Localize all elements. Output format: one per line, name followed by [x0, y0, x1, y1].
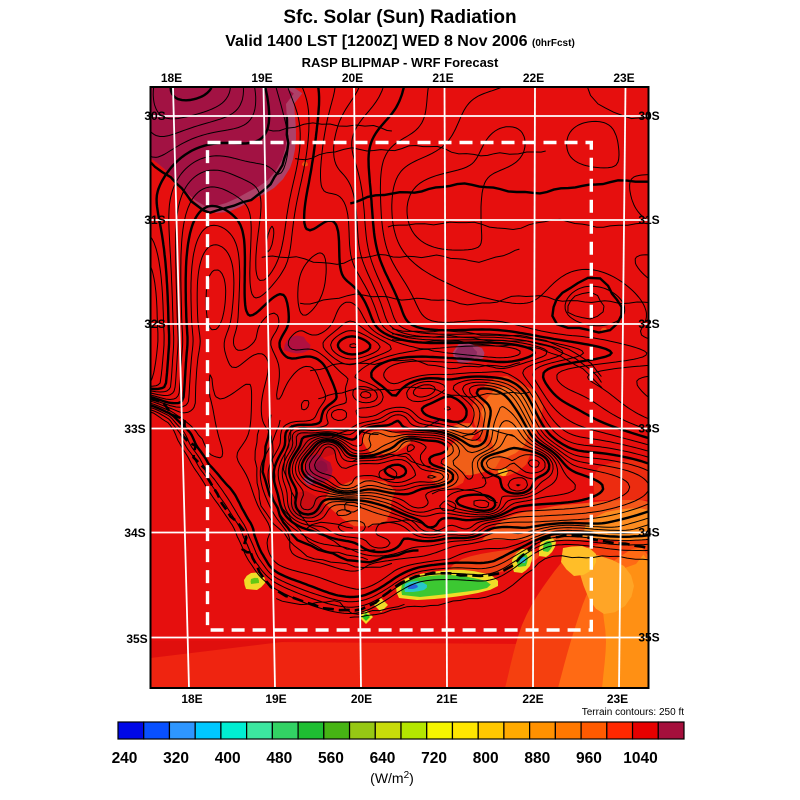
svg-text:21E: 21E — [436, 692, 457, 706]
svg-text:Terrain contours: 250 ft: Terrain contours: 250 ft — [582, 707, 684, 718]
svg-text:34S: 34S — [124, 526, 145, 540]
svg-text:31S: 31S — [638, 213, 659, 227]
svg-text:32S: 32S — [144, 317, 165, 331]
svg-text:20E: 20E — [351, 692, 372, 706]
svg-text:34S: 34S — [638, 526, 659, 540]
svg-text:18E: 18E — [161, 71, 182, 85]
svg-text:720: 720 — [421, 750, 447, 767]
svg-text:30S: 30S — [144, 109, 165, 123]
svg-text:Sfc. Solar (Sun) Radiation: Sfc. Solar (Sun) Radiation — [283, 7, 516, 28]
svg-text:19E: 19E — [251, 71, 272, 85]
svg-text:19E: 19E — [265, 692, 286, 706]
svg-text:20E: 20E — [342, 71, 363, 85]
svg-text:1040: 1040 — [623, 750, 657, 767]
svg-text:33S: 33S — [124, 422, 145, 436]
svg-text:22E: 22E — [523, 71, 544, 85]
svg-text:RASP BLIPMAP - WRF Forecast: RASP BLIPMAP - WRF Forecast — [302, 55, 499, 70]
svg-text:960: 960 — [576, 750, 602, 767]
svg-text:400: 400 — [215, 750, 241, 767]
svg-text:880: 880 — [524, 750, 550, 767]
svg-text:30S: 30S — [638, 109, 659, 123]
svg-text:32S: 32S — [638, 317, 659, 331]
svg-text:23E: 23E — [613, 71, 634, 85]
svg-text:21E: 21E — [432, 71, 453, 85]
svg-text:640: 640 — [370, 750, 396, 767]
svg-text:320: 320 — [163, 750, 189, 767]
svg-text:23E: 23E — [607, 692, 628, 706]
svg-text:35S: 35S — [126, 632, 147, 646]
svg-text:800: 800 — [473, 750, 499, 767]
svg-text:(W/m2): (W/m2) — [370, 770, 414, 786]
svg-text:33S: 33S — [638, 422, 659, 436]
svg-text:Valid 1400 LST [1200Z] WED 8 N: Valid 1400 LST [1200Z] WED 8 Nov 2006 (0… — [225, 33, 575, 50]
svg-text:35S: 35S — [638, 631, 659, 645]
svg-text:560: 560 — [318, 750, 344, 767]
svg-text:480: 480 — [266, 750, 292, 767]
svg-text:31S: 31S — [144, 213, 165, 227]
svg-text:18E: 18E — [181, 692, 202, 706]
svg-text:22E: 22E — [522, 692, 543, 706]
svg-text:240: 240 — [112, 750, 138, 767]
